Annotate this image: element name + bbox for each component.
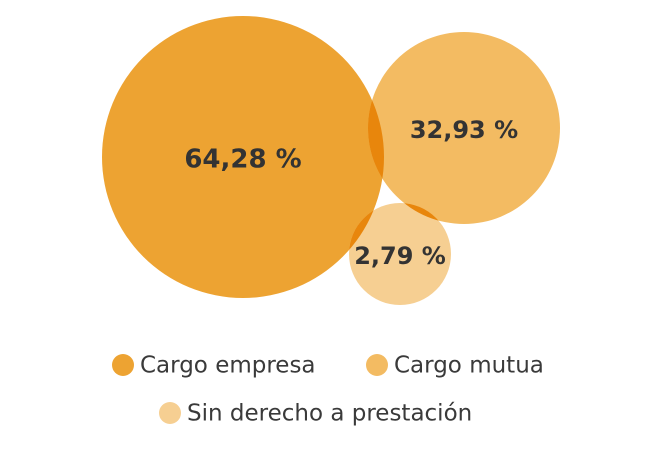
legend-swatch-cargo-mutua	[366, 354, 388, 376]
legend-label-cargo-empresa: Cargo empresa	[140, 353, 316, 379]
legend-label-sin-derecho: Sin derecho a prestación	[187, 401, 472, 427]
legend: Cargo empresa Cargo mutua Sin derecho a pr…	[112, 353, 544, 427]
legend-item-cargo-mutua[interactable]: Cargo mutua	[366, 353, 544, 379]
legend-swatch-cargo-empresa	[112, 354, 134, 376]
bubble-cargo-mutua[interactable]	[368, 32, 560, 224]
data-label-cargo-mutua: 32,93 %	[410, 116, 518, 144]
legend-label-cargo-mutua: Cargo mutua	[394, 353, 544, 379]
data-label-cargo-empresa: 64,28 %	[184, 145, 301, 175]
legend-item-cargo-empresa[interactable]: Cargo empresa	[112, 353, 316, 379]
bubble-label-group: 64,28 % 32,93 % 2,79 %	[184, 116, 518, 270]
legend-item-sin-derecho[interactable]: Sin derecho a prestación	[159, 401, 472, 427]
data-label-sin-derecho: 2,79 %	[354, 242, 446, 270]
legend-swatch-sin-derecho	[159, 402, 181, 424]
bubble-cargo-empresa[interactable]	[102, 16, 384, 298]
bubble-sin-derecho[interactable]	[349, 203, 451, 305]
bubble-group	[102, 16, 560, 305]
